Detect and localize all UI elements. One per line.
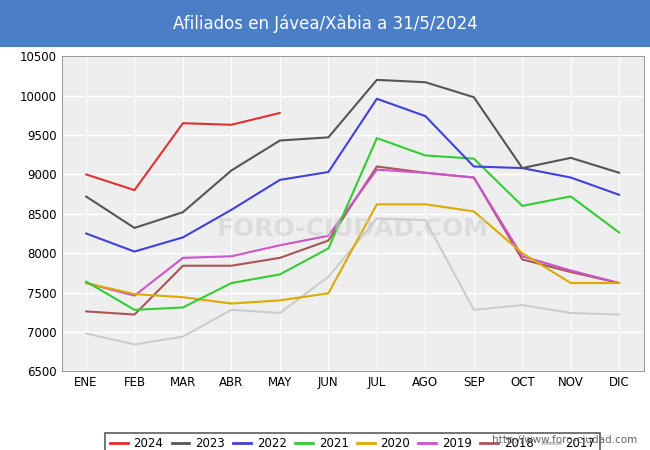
Text: FORO-CIUDAD.COM: FORO-CIUDAD.COM <box>216 217 489 242</box>
Text: http://www.foro-ciudad.com: http://www.foro-ciudad.com <box>492 435 637 445</box>
Text: Afiliados en Jávea/Xàbia a 31/5/2024: Afiliados en Jávea/Xàbia a 31/5/2024 <box>173 14 477 33</box>
Legend: 2024, 2023, 2022, 2021, 2020, 2019, 2018, 2017: 2024, 2023, 2022, 2021, 2020, 2019, 2018… <box>105 433 600 450</box>
